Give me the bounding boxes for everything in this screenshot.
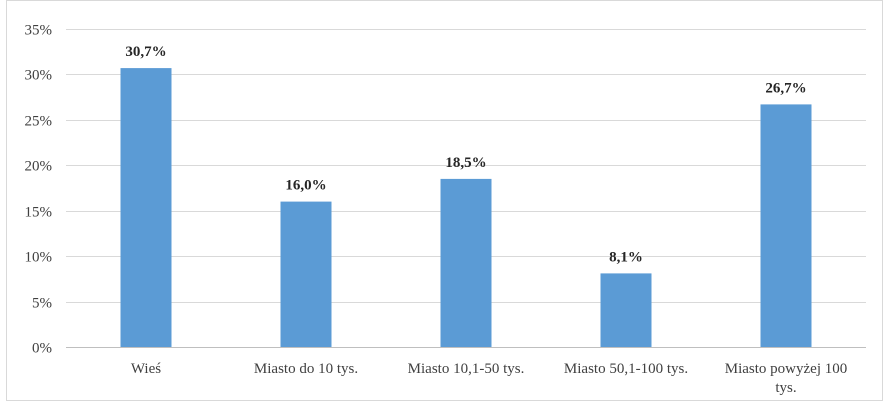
bars [120,68,812,348]
x-category-label-line: tys. [775,380,796,396]
x-category-label: Wieś [131,361,161,377]
data-label: 18,5% [445,155,486,171]
bar [280,201,332,347]
x-category-label: Miasto 50,1-100 tys. [564,361,688,377]
bar [600,273,652,347]
bar [120,68,172,347]
data-label: 26,7% [765,80,806,96]
x-category-label: Miasto powyżej 100 tys. [725,361,847,396]
x-category-label: Miasto 10,1-50 tys. [408,361,525,377]
y-tick-label: 5% [32,296,52,312]
y-tick-label: 10% [25,250,53,266]
x-category-label-line: Miasto 10,1-50 tys. [408,361,525,377]
x-category-label-line: Wieś [131,361,161,377]
data-label: 8,1% [609,249,643,265]
x-axis-category-labels: Wieś Miasto do 10 tys. Miasto 10,1-50 tys.… [131,361,847,396]
data-labels: 30,7% 16,0% 18,5% 8,1% 26,7% [125,44,806,265]
x-category-label-line: Miasto 50,1-100 tys. [564,361,688,377]
y-tick-label: 15% [25,205,53,221]
y-tick-label: 35% [25,23,53,39]
y-tick-label: 0% [32,341,52,357]
y-tick-label: 25% [25,114,53,130]
data-label: 30,7% [125,44,166,60]
x-category-label-line: Miasto powyżej 100 [725,361,847,377]
bar [440,178,492,347]
gridlines [66,29,866,348]
bar [760,104,812,348]
y-tick-label: 30% [25,68,53,84]
y-tick-label: 20% [25,159,53,175]
y-axis-tick-labels: 0% 5% 10% 15% 20% 25% 30% 35% [25,23,53,357]
x-category-label-line: Miasto do 10 tys. [254,361,358,377]
data-label: 16,0% [285,178,326,194]
x-category-label: Miasto do 10 tys. [254,361,358,377]
